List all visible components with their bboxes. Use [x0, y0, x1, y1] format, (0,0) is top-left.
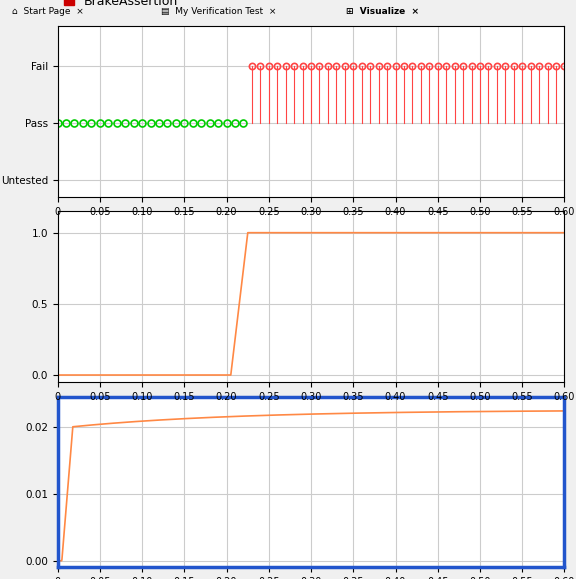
Legend: Inputs:3: Inputs:3 — [64, 180, 135, 193]
Legend: BrakeAssertion: BrakeAssertion — [64, 0, 178, 8]
Text: ⊞  Visualize  ×: ⊞ Visualize × — [346, 6, 419, 16]
Text: ⌂  Start Page  ×: ⌂ Start Page × — [12, 6, 84, 16]
Legend: throt: throt — [64, 365, 114, 378]
Text: ▤  My Verification Test  ×: ▤ My Verification Test × — [161, 6, 276, 16]
